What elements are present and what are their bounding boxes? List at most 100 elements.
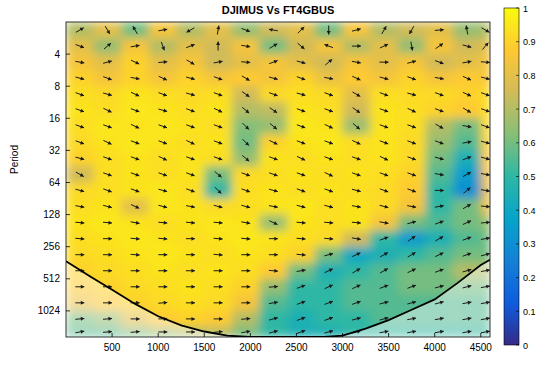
cell — [66, 118, 94, 134]
cell — [425, 263, 453, 280]
cell — [260, 182, 288, 198]
phase-arrow — [324, 221, 333, 225]
cell — [149, 295, 177, 312]
phase-arrow — [297, 109, 305, 113]
cell — [94, 198, 122, 215]
colorbar-tick — [516, 41, 519, 42]
phase-arrow — [407, 173, 415, 177]
cell — [287, 38, 315, 55]
phase-arrow — [159, 156, 167, 160]
cell — [425, 38, 453, 55]
phase-arrow — [407, 93, 416, 97]
cell — [232, 247, 260, 264]
phase-arrow — [186, 109, 194, 113]
cell — [121, 86, 149, 102]
phase-arrow — [407, 317, 416, 321]
phase-arrow — [380, 93, 388, 97]
cell — [177, 70, 205, 87]
phase-arrow — [186, 140, 194, 144]
cell — [398, 134, 426, 151]
cell — [204, 295, 232, 312]
phase-arrow — [270, 108, 277, 113]
y-tick — [66, 86, 70, 87]
phase-arrow — [158, 28, 167, 32]
cell — [204, 134, 232, 151]
phase-arrow — [241, 330, 250, 334]
phase-arrow — [76, 28, 84, 32]
cell — [453, 134, 481, 151]
colorbar-tick — [516, 142, 519, 143]
cell — [398, 198, 426, 215]
phase-arrow — [463, 236, 471, 240]
cell — [177, 263, 205, 280]
x-tick — [204, 333, 205, 337]
phase-arrow — [75, 285, 84, 289]
cell — [481, 198, 490, 215]
colorbar-tick-label: 0.4 — [523, 206, 536, 216]
y-tick-label: 128 — [43, 209, 60, 220]
phase-arrow — [103, 93, 112, 97]
cell — [204, 279, 232, 296]
cell — [315, 182, 343, 198]
cell — [453, 198, 481, 215]
colorbar-tick — [516, 243, 519, 244]
cell — [343, 22, 371, 39]
cell — [398, 150, 426, 166]
cell — [94, 86, 122, 102]
cell — [94, 102, 122, 119]
phase-arrow — [407, 301, 416, 305]
phase-arrow — [380, 330, 389, 334]
phase-arrow — [103, 237, 112, 241]
phase-arrow — [435, 204, 444, 208]
cell — [398, 102, 426, 119]
phase-arrow — [158, 285, 167, 289]
cell — [232, 279, 260, 296]
colorbar-tick-label: 0.2 — [523, 273, 536, 283]
cell — [370, 38, 398, 55]
phase-arrow — [243, 139, 249, 145]
phase-arrow — [325, 269, 333, 273]
y-tick-label: 4 — [54, 49, 60, 60]
phase-arrow — [407, 157, 415, 161]
cell — [66, 182, 94, 198]
cell — [343, 54, 371, 71]
phase-arrow — [159, 141, 167, 145]
cell — [121, 247, 149, 264]
phase-arrow — [159, 173, 167, 177]
phase-arrow — [324, 76, 333, 80]
phase-arrow — [103, 269, 112, 273]
cell — [343, 38, 371, 55]
phase-arrow — [325, 172, 333, 176]
cell — [425, 247, 453, 264]
phase-arrow — [131, 76, 140, 80]
phase-arrow — [324, 317, 332, 321]
phase-arrow — [214, 93, 222, 97]
cell — [481, 54, 490, 71]
cell — [453, 38, 481, 55]
cell — [287, 102, 315, 119]
phase-arrow — [158, 301, 167, 305]
cell — [343, 311, 371, 328]
cell — [370, 86, 398, 102]
phase-arrow — [463, 60, 472, 64]
cell — [343, 134, 371, 151]
phase-arrow — [324, 189, 332, 193]
phase-arrow — [463, 330, 472, 334]
phase-arrow — [463, 92, 471, 96]
cell — [481, 182, 490, 198]
cell — [398, 70, 426, 87]
cell — [260, 295, 288, 312]
phase-arrow — [407, 330, 416, 334]
cell — [425, 198, 453, 215]
phase-arrow — [214, 77, 222, 81]
colorbar-tick-label: 0 — [523, 341, 528, 351]
cell — [287, 247, 315, 264]
phase-arrow — [241, 301, 250, 305]
phase-arrow — [435, 236, 443, 241]
phase-arrow — [465, 26, 469, 35]
cell — [453, 182, 481, 198]
cell — [94, 166, 122, 183]
phase-arrow — [133, 26, 138, 34]
phase-arrow — [324, 93, 332, 97]
phase-arrow — [242, 28, 250, 32]
